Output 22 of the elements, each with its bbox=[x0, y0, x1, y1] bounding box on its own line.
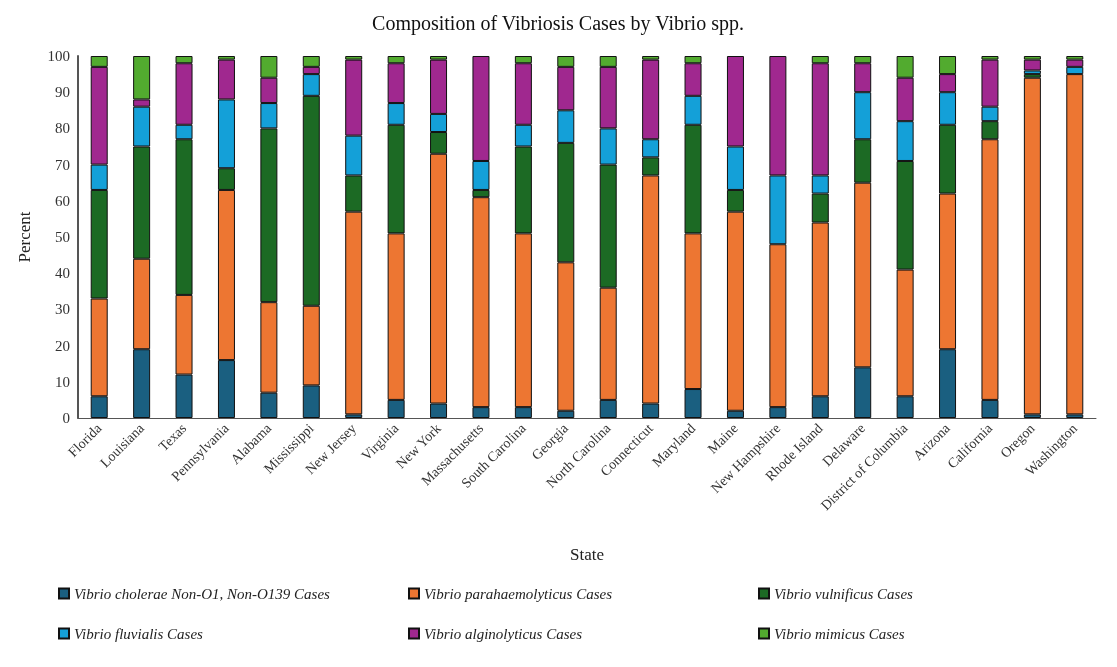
chart-title: Composition of Vibriosis Cases by Vibrio spp. bbox=[372, 12, 744, 35]
y-tick-label: 0 bbox=[62, 410, 70, 426]
legend-label: Vibrio fluvialis Cases bbox=[74, 625, 204, 642]
legend-label: Vibrio cholerae Non-O1, Non-O139 Cases bbox=[74, 585, 331, 602]
y-tick-label: 10 bbox=[55, 373, 70, 390]
y-tick-label: 20 bbox=[55, 337, 70, 354]
bar bbox=[1023, 59, 1041, 71]
y-tick-label: 40 bbox=[55, 265, 70, 282]
x-axis-title: State bbox=[570, 545, 604, 564]
legend-label: Vibrio vulnificus Cases bbox=[774, 585, 914, 602]
y-tick-label: 80 bbox=[55, 120, 70, 137]
legend-label: Vibrio parahaemolyticus Cases bbox=[424, 585, 613, 602]
y-tick-label: 90 bbox=[55, 84, 70, 101]
bar bbox=[1023, 77, 1041, 415]
y-tick-label: 50 bbox=[55, 229, 70, 245]
legend-label: Vibrio alginolyticus Cases bbox=[424, 625, 583, 642]
y-tick-label: 60 bbox=[55, 192, 70, 209]
y-tick-label: 100 bbox=[47, 48, 70, 64]
y-tick-label: 30 bbox=[55, 301, 70, 318]
y-tick-label: 70 bbox=[55, 156, 70, 173]
y-axis-title: Percent bbox=[15, 211, 34, 263]
legend-label: Vibrio mimicus Cases bbox=[774, 625, 905, 642]
